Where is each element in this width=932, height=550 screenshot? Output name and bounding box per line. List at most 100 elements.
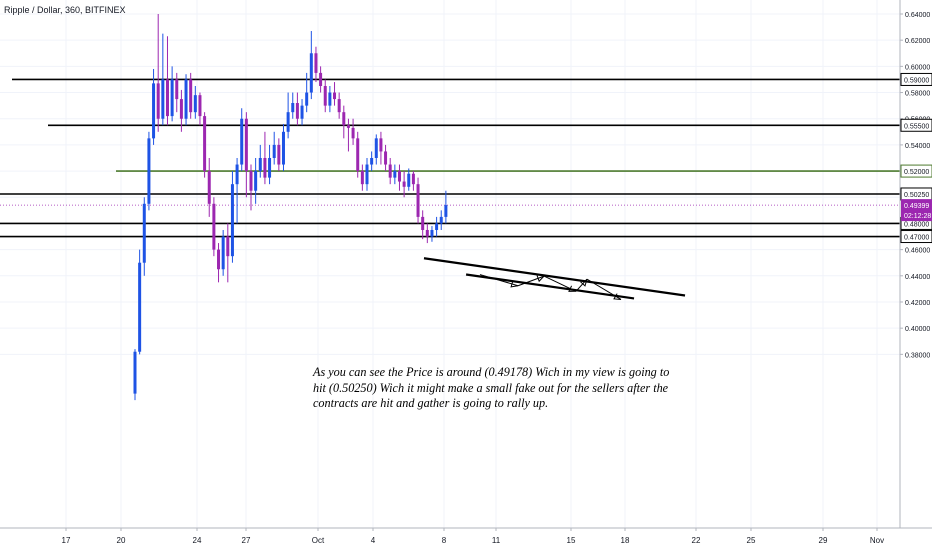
candle-body	[244, 118, 248, 172]
candle-body	[309, 53, 313, 93]
candle-body	[328, 92, 332, 106]
candle-body	[295, 103, 299, 119]
price-tick-label: 0.62000	[905, 38, 930, 45]
candle-body	[421, 216, 425, 230]
candle-body	[393, 171, 397, 178]
time-tick-label: 8	[442, 536, 447, 545]
candle-body	[374, 138, 378, 158]
candle-body	[384, 151, 388, 165]
candle-body	[189, 79, 193, 113]
candle-body	[314, 53, 318, 73]
time-tick-label: 22	[692, 536, 701, 545]
plot-area	[0, 0, 900, 528]
chart-title: Ripple / Dollar, 360, BITFINEX	[4, 5, 126, 15]
price-tick-label: 0.46000	[905, 248, 930, 255]
candles	[133, 14, 448, 401]
current-price-tag	[901, 199, 932, 222]
price-level-label: 0.47000	[904, 235, 929, 242]
candle-body	[226, 236, 230, 257]
candle-body	[263, 157, 267, 178]
candle-body	[235, 164, 239, 185]
forecast-arrow-head	[568, 285, 576, 292]
candle-body	[351, 127, 355, 139]
time-tick-label: 20	[117, 536, 126, 545]
time-axis: 17 20 24 27 Oct 4 8 11 15 18 22 25 29 Nov	[0, 527, 932, 545]
price-level-tag	[900, 72, 932, 86]
candle-body	[277, 144, 281, 165]
candle-body	[323, 85, 327, 106]
candle-body	[212, 203, 216, 250]
price-tick-label: 0.54000	[905, 143, 930, 150]
candle-body	[152, 83, 156, 139]
time-tick-label: 4	[371, 536, 376, 545]
current-price-label: 0.49399	[904, 203, 929, 210]
candle-body	[411, 173, 415, 185]
candle-body	[230, 184, 234, 257]
candle-body	[240, 118, 244, 165]
candle-body	[193, 95, 197, 113]
candle-body	[407, 173, 411, 187]
forecast-arrow-head	[536, 275, 545, 283]
candle-body	[305, 92, 309, 106]
candle-body	[133, 351, 137, 394]
forecast-arrow-head	[580, 278, 588, 287]
candle-body	[370, 157, 374, 165]
time-tick-label: 29	[819, 536, 828, 545]
candle-body	[203, 116, 207, 172]
candle-body	[198, 95, 202, 117]
time-tick-label: 24	[193, 536, 202, 545]
price-axis-bg	[900, 0, 932, 550]
price-tick-label: 0.60000	[905, 64, 930, 71]
candle-body	[165, 79, 169, 117]
candle-body	[356, 138, 360, 172]
candle-body	[439, 216, 443, 224]
analysis-annotation: As you can see the Price is around (0.49…	[313, 365, 670, 410]
price-tick-label: 0.44000	[905, 274, 930, 281]
forecast-path-segment	[517, 275, 545, 287]
candle-body	[272, 144, 276, 158]
price-level-tag	[900, 164, 932, 178]
price-tick-label: 0.38000	[905, 352, 930, 359]
price-level-label: 0.48000	[904, 221, 929, 228]
candle-body	[425, 229, 429, 237]
price-tick-label: 0.40000	[905, 326, 930, 333]
candle-body	[360, 171, 364, 185]
countdown-label: 02:12:28	[904, 213, 931, 220]
candle-body	[268, 157, 272, 178]
candle-body	[291, 103, 295, 113]
candle-body	[175, 79, 179, 100]
candle-body	[379, 138, 383, 152]
grid	[0, 0, 900, 528]
candle-body	[286, 112, 290, 132]
price-level-label: 0.55500	[904, 123, 929, 130]
drawings	[423, 257, 686, 300]
candle-body	[161, 79, 165, 119]
forecast-arrow-head	[510, 280, 519, 288]
candle-body	[444, 205, 448, 217]
candle-body	[170, 79, 174, 117]
candle-body	[217, 249, 221, 270]
forecast-path-segment	[575, 278, 588, 292]
candle-body	[221, 236, 225, 270]
candle-body	[402, 181, 406, 187]
candle-body	[207, 171, 211, 204]
candle-body	[337, 99, 341, 113]
candle-body	[258, 157, 262, 172]
time-tick-label: 27	[242, 536, 251, 545]
price-tick-label: 0.42000	[905, 300, 930, 307]
time-tick-label: 15	[567, 536, 576, 545]
candle-body	[388, 164, 392, 178]
candle-body	[416, 184, 420, 217]
candle-body	[333, 92, 337, 100]
price-level-tag	[900, 118, 932, 132]
candle-body	[346, 125, 350, 128]
time-tick-label: 18	[621, 536, 630, 545]
candle-body	[300, 105, 304, 119]
candle-body	[147, 138, 151, 204]
time-tick-label: 25	[747, 536, 756, 545]
price-level-label: 0.50250	[904, 192, 929, 199]
candle-body	[435, 223, 439, 230]
time-tick-label: Nov	[870, 536, 884, 545]
channel-line	[423, 257, 686, 297]
